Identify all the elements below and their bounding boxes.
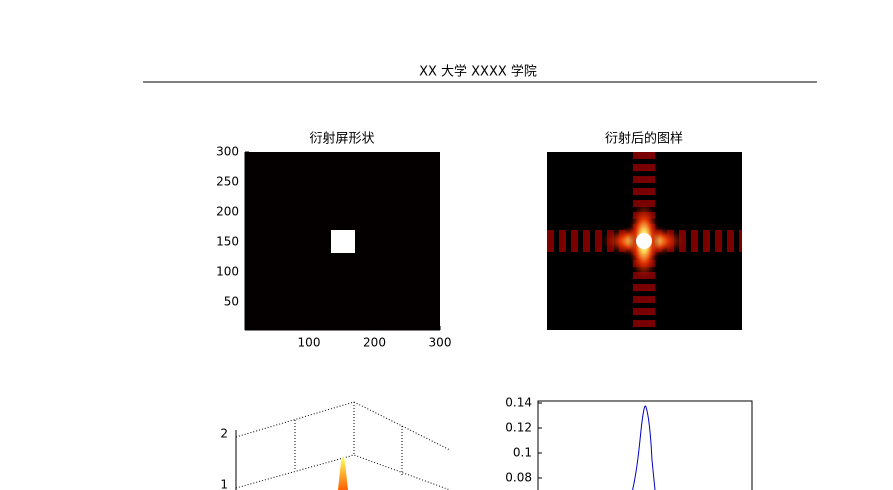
profile-curve <box>632 405 656 490</box>
y-tick-label: 0.12 <box>505 421 532 435</box>
x-tick-label: 100 <box>298 336 321 350</box>
central-peak <box>636 233 652 249</box>
header-title: XX 大学 XXXX 学院 <box>419 64 537 80</box>
y-tick-label: 200 <box>216 205 239 219</box>
y-tick-label: 100 <box>216 265 239 279</box>
aperture <box>331 230 355 253</box>
3d-grid <box>235 401 451 490</box>
figure-title: 衍射后的图样 <box>605 131 683 147</box>
plot-axes <box>537 400 753 490</box>
x-tick-label: 300 <box>429 336 452 350</box>
y-tick-label: 0.08 <box>505 471 532 485</box>
y-tick-label: 0.14 <box>505 396 532 410</box>
z-tick-label: 2 <box>220 427 228 441</box>
figure-title: 衍射屏形状 <box>309 131 374 147</box>
y-tick-label: 250 <box>216 175 239 189</box>
surface-peak <box>338 457 348 490</box>
z-tick-label: 1 <box>220 478 228 490</box>
y-tick-label: 150 <box>216 235 239 249</box>
x-tick-label: 200 <box>363 336 386 350</box>
y-tick-label: 0.1 <box>513 446 532 460</box>
y-tick-label: 50 <box>224 295 239 309</box>
y-tick-label: 300 <box>216 145 239 159</box>
